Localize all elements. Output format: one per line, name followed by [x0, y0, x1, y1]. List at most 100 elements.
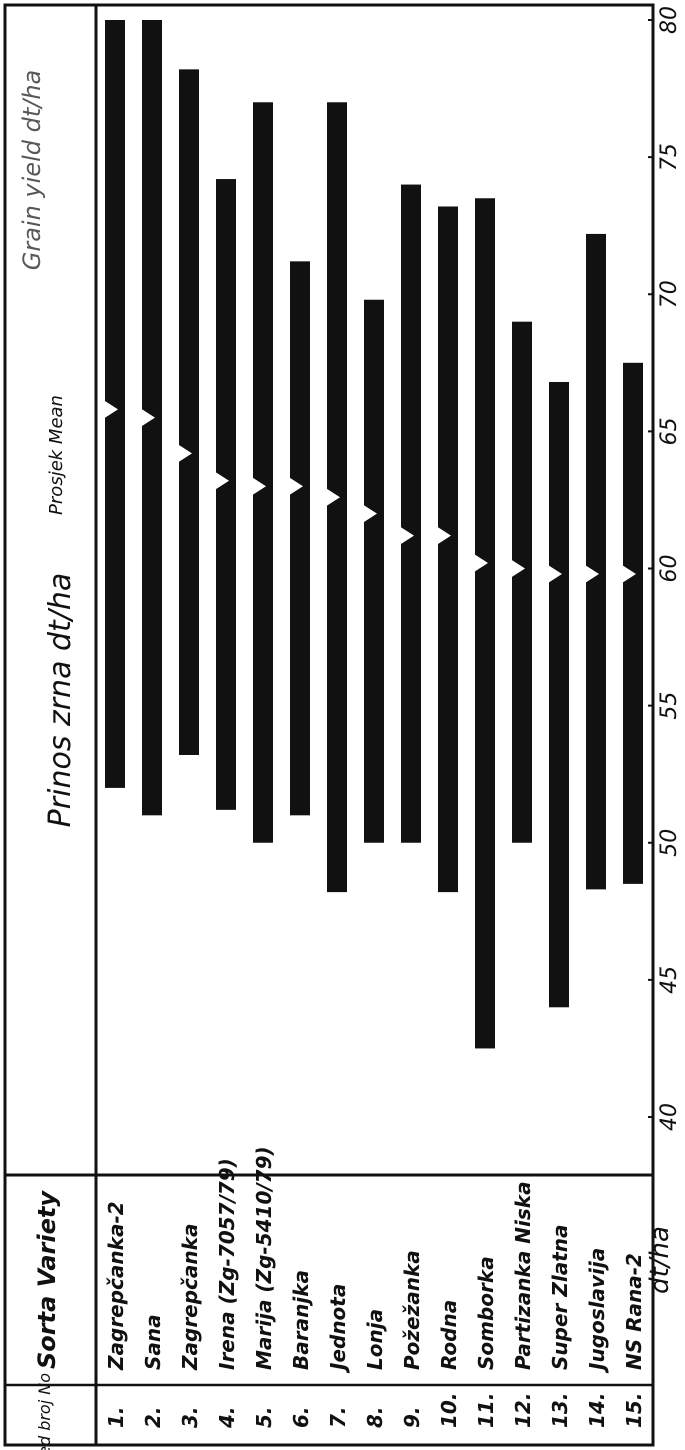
row-number-group-10: 10.	[437, 1393, 461, 1428]
tick-label-group-80: 80	[657, 6, 682, 34]
range-bar-10	[438, 206, 458, 893]
row-number-group-2: 2.	[141, 1406, 165, 1428]
mean-marker-10	[437, 526, 451, 545]
variety-label: Požežanka	[400, 1250, 424, 1370]
variety-label-group-9: Požežanka	[400, 1250, 424, 1370]
mean-marker-4	[215, 471, 229, 490]
tick-label: 80	[657, 6, 682, 34]
unit-label-group: dt/ha	[645, 1226, 675, 1294]
tick-label-group-65: 65	[657, 417, 682, 445]
row-number-group-7: 7.	[326, 1406, 350, 1428]
row-number: 11.	[474, 1393, 498, 1428]
tick-label-group-75: 75	[657, 143, 682, 171]
range-bar-14	[586, 233, 606, 890]
variety-label-group-1: Zagrepčanka-2	[104, 1201, 128, 1371]
row-number: 8.	[363, 1406, 387, 1428]
mean-marker-15	[622, 564, 636, 583]
chart-frame	[3, 3, 655, 1447]
range-bar-9	[401, 184, 421, 843]
mean-marker-3	[178, 444, 192, 463]
tick-label-group-45: 45	[657, 966, 682, 994]
variety-label-group-4: Irena (Zg-7057/79)	[215, 1158, 239, 1370]
variety-header-group: Sorta Variety	[33, 1190, 61, 1369]
tick-label: 40	[657, 1103, 682, 1131]
range-bar-13	[549, 382, 569, 1008]
ticks-layer: 40 45 50 55 60 65 70 75 80	[648, 6, 682, 1131]
tick-label: 70	[657, 280, 682, 308]
num-header-group: Red broj No	[35, 1373, 54, 1450]
variety-label-group-13: Super Zlatna	[548, 1225, 572, 1371]
variety-label-group-2: Sana	[141, 1314, 165, 1370]
row-number-group-13: 13.	[548, 1393, 572, 1428]
tick-label: 65	[657, 417, 682, 445]
range-bar-11	[475, 198, 495, 1049]
variety-label: Somborka	[474, 1256, 498, 1370]
tick-label-group-40: 40	[657, 1103, 682, 1131]
row-number: 5.	[252, 1406, 276, 1428]
variety-label: Super Zlatna	[548, 1225, 572, 1371]
variety-label: Rodna	[437, 1300, 461, 1370]
row-number-group-3: 3.	[178, 1406, 202, 1428]
tick-label: 60	[657, 555, 682, 583]
variety-label: Zagrepčanka	[178, 1224, 202, 1371]
num-header: Red broj No	[35, 1373, 54, 1450]
mean-marker-2	[141, 408, 155, 427]
range-bar-12	[512, 321, 532, 843]
row-number: 13.	[548, 1393, 572, 1428]
row-number-group-8: 8.	[363, 1406, 387, 1428]
row-number-group-12: 12.	[511, 1393, 535, 1428]
variety-label: Lonja	[363, 1309, 387, 1370]
variety-label-group-6: Baranjka	[289, 1270, 313, 1370]
mean-marker-5	[252, 477, 266, 496]
range-bar-3	[179, 69, 199, 755]
chart-title: Prinos zrna dt/ha	[43, 573, 78, 828]
variety-label-group-11: Somborka	[474, 1256, 498, 1370]
variety-label: Marija (Zg-5410/79)	[252, 1146, 276, 1370]
variety-label: NS Rana-2	[622, 1253, 646, 1370]
range-bar-4	[216, 179, 236, 810]
mean-marker-7	[326, 488, 340, 507]
variety-label-group-5: Marija (Zg-5410/79)	[252, 1146, 276, 1370]
tick-label-group-55: 55	[657, 692, 682, 720]
mean-label-group: Prosjek Mean	[46, 395, 67, 515]
mean-marker-8	[363, 504, 377, 523]
variety-label: Zagrepčanka-2	[104, 1201, 128, 1371]
mean-label: Prosjek Mean	[46, 395, 67, 515]
row-number: 6.	[289, 1406, 313, 1428]
row-number: 3.	[178, 1406, 202, 1428]
row-number-group-14: 14.	[585, 1393, 609, 1428]
row-number-group-11: 11.	[474, 1393, 498, 1428]
row-number: 9.	[400, 1406, 424, 1428]
title-group: Prinos zrna dt/ha	[43, 573, 78, 828]
tick-label-group-50: 50	[657, 829, 682, 857]
tick-label: 55	[657, 692, 682, 720]
variety-label-group-3: Zagrepčanka	[178, 1224, 202, 1371]
variety-label-group-12: Partizanka Niska	[511, 1181, 535, 1370]
row-number-group-1: 1.	[104, 1406, 128, 1428]
mean-marker-6	[289, 477, 303, 496]
row-number: 7.	[326, 1406, 350, 1428]
variety-header: Sorta Variety	[33, 1190, 61, 1369]
mean-marker-12	[511, 559, 525, 578]
row-number: 1.	[104, 1406, 128, 1428]
variety-label: Jednota	[326, 1284, 350, 1374]
variety-label-group-7: Jednota	[326, 1284, 350, 1374]
row-number-group-9: 9.	[400, 1406, 424, 1428]
axis-unit-label: dt/ha	[645, 1226, 675, 1294]
range-bar-8	[364, 299, 384, 843]
mean-marker-1	[104, 400, 118, 419]
range-bar-1	[105, 20, 125, 788]
row-number-group-5: 5.	[252, 1406, 276, 1428]
row-number-group-15: 15.	[622, 1393, 646, 1428]
variety-label: Jugoslavija	[585, 1248, 609, 1374]
row-number-group-6: 6.	[289, 1406, 313, 1428]
row-number: 2.	[141, 1406, 165, 1428]
row-number: 10.	[437, 1393, 461, 1428]
mean-marker-9	[400, 526, 414, 545]
tick-label-group-60: 60	[657, 555, 682, 583]
range-bar-15	[623, 362, 643, 884]
mean-marker-11	[474, 554, 488, 573]
row-number: 15.	[622, 1393, 646, 1428]
variety-label: Partizanka Niska	[511, 1181, 535, 1370]
tick-label: 45	[657, 966, 682, 994]
